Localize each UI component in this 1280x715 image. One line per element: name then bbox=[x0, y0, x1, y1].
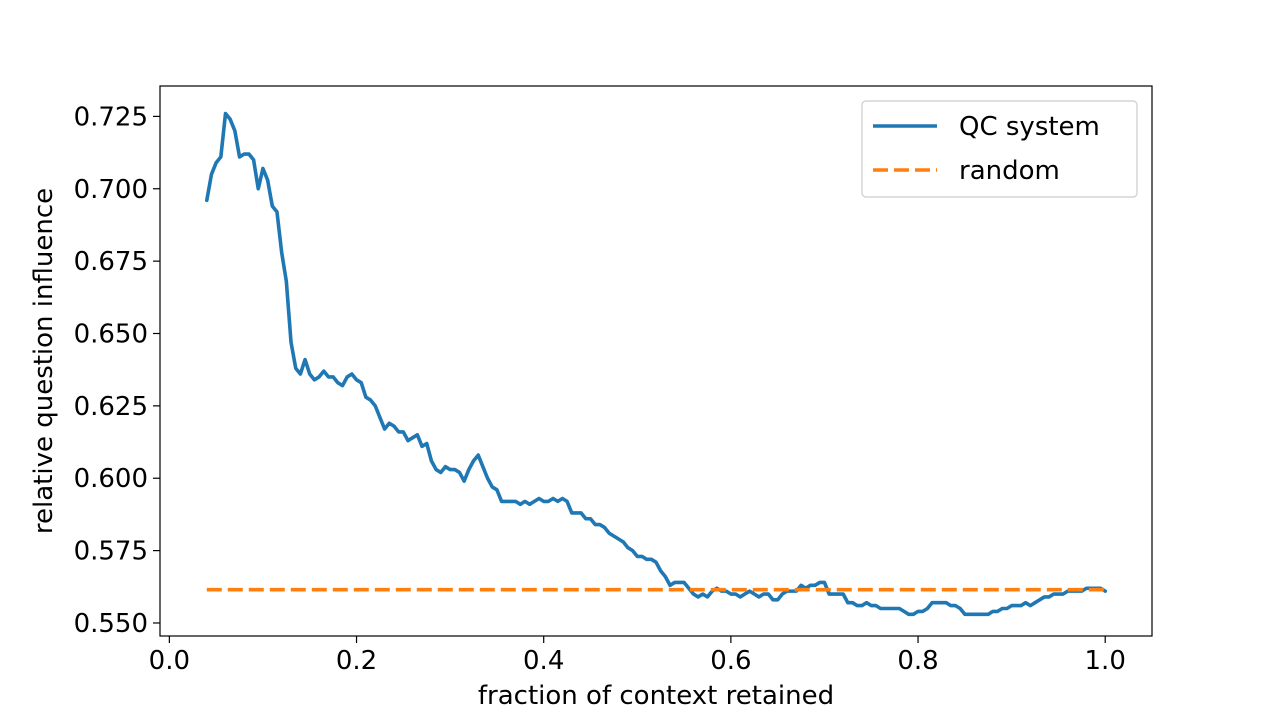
y-tick-label: 0.700 bbox=[74, 175, 148, 205]
y-tick-label: 0.625 bbox=[74, 392, 148, 422]
x-axis: 0.0 0.2 0.4 0.6 0.8 1.0 bbox=[149, 636, 1126, 676]
y-tick-label: 0.575 bbox=[74, 537, 148, 567]
plot-area bbox=[159, 85, 1153, 637]
x-tick-label: 0.2 bbox=[336, 646, 377, 676]
y-tick-label: 0.725 bbox=[74, 102, 148, 132]
legend-label: random bbox=[959, 156, 1060, 186]
y-tick-label: 0.550 bbox=[74, 609, 148, 639]
plot-frame bbox=[159, 85, 1153, 637]
x-axis-label: fraction of context retained bbox=[478, 681, 834, 711]
series-line-qc-system bbox=[204, 111, 1108, 617]
y-axis: 0.550 0.575 0.600 0.625 0.650 0.675 0.700 0.725 bbox=[74, 102, 160, 639]
x-tick-label: 0.4 bbox=[523, 646, 564, 676]
y-tick-label: 0.650 bbox=[74, 320, 148, 350]
legend-label: QC system bbox=[959, 112, 1100, 142]
x-tick-label: 0.0 bbox=[149, 646, 190, 676]
legend: QC system random bbox=[861, 100, 1138, 198]
y-tick-label: 0.675 bbox=[74, 247, 148, 277]
x-tick-label: 0.6 bbox=[710, 646, 751, 676]
x-tick-label: 1.0 bbox=[1085, 646, 1126, 676]
y-axis-label: relative question influence bbox=[29, 188, 59, 534]
x-tick-label: 0.8 bbox=[897, 646, 938, 676]
y-tick-label: 0.600 bbox=[74, 464, 148, 494]
